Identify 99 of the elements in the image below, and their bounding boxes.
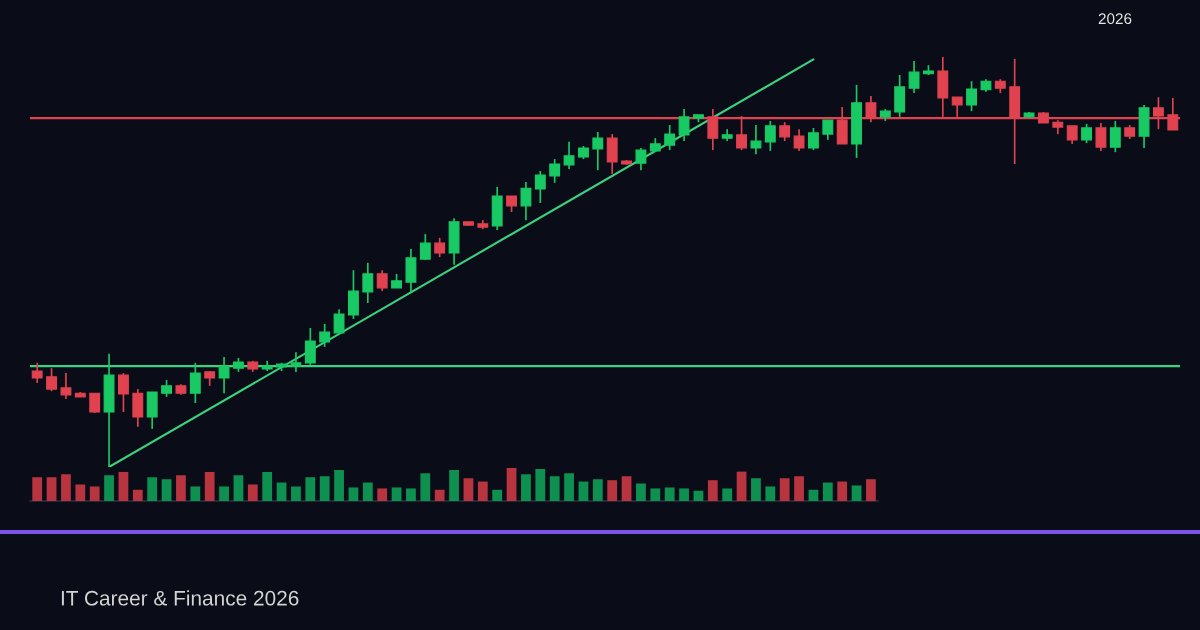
bar (305, 477, 316, 501)
bar (621, 476, 632, 501)
candlestick (290, 351, 302, 373)
candlestick (678, 108, 690, 142)
bar (319, 476, 330, 501)
candlestick (1095, 122, 1107, 152)
bar (161, 479, 172, 501)
bar (247, 484, 258, 501)
bar (751, 478, 761, 501)
bar (607, 480, 618, 501)
candlestick (606, 133, 618, 175)
candlestick (793, 128, 805, 152)
candlestick (549, 158, 561, 184)
bar (779, 478, 790, 501)
bar (420, 473, 431, 501)
bar (707, 480, 718, 501)
bar (636, 483, 646, 501)
bar (291, 486, 301, 501)
bar (722, 488, 733, 501)
bar (46, 477, 57, 501)
bar (132, 489, 143, 501)
bar (391, 487, 402, 501)
bar (233, 475, 244, 501)
text: 2026 (1098, 13, 1132, 25)
bar (808, 489, 819, 501)
bar (377, 488, 388, 501)
candlestick (117, 372, 129, 413)
bar (592, 479, 603, 501)
candlestick (319, 323, 331, 348)
bar (549, 476, 560, 501)
candlestick (520, 181, 532, 222)
bar (578, 481, 589, 501)
candlestick (563, 141, 575, 170)
bar (449, 469, 459, 501)
candlestick (764, 120, 776, 152)
bar (535, 468, 546, 501)
candlestick (1081, 122, 1093, 144)
bar (866, 479, 876, 501)
bar (176, 475, 186, 501)
candlestick (750, 124, 762, 156)
bar (276, 482, 287, 501)
bar (463, 478, 474, 501)
candlestick (89, 392, 101, 414)
bar (851, 485, 862, 501)
candlestick (304, 327, 316, 366)
candlestick (434, 236, 446, 258)
bar (794, 476, 804, 501)
candlestick (60, 372, 72, 400)
candlestick (218, 356, 230, 395)
candlestick (822, 119, 834, 141)
candlestick (46, 367, 58, 392)
bar (75, 484, 86, 501)
candlestick (592, 131, 604, 171)
candlestick (376, 269, 388, 292)
bar (693, 490, 704, 501)
bar (477, 481, 488, 501)
candlestick (333, 308, 345, 336)
candlestick (31, 362, 43, 384)
candlestick (132, 388, 144, 428)
bar (89, 486, 100, 501)
candlestick (362, 261, 374, 304)
bar (204, 471, 215, 501)
bar (334, 469, 344, 501)
candlestick (635, 147, 647, 171)
bar (650, 488, 661, 501)
bar (492, 489, 503, 501)
candlestick (534, 170, 546, 204)
bar (219, 486, 229, 501)
bar (104, 475, 114, 501)
candlestick (664, 124, 676, 151)
candlestick (1109, 120, 1121, 153)
candlestick (419, 233, 431, 261)
bar (348, 487, 359, 501)
bar (664, 487, 675, 501)
bar (679, 488, 689, 501)
bar (837, 481, 848, 501)
candlestick (966, 80, 978, 112)
bar (736, 471, 747, 501)
bar (147, 477, 158, 501)
bar (564, 473, 574, 501)
bar (822, 482, 833, 501)
bar (362, 482, 373, 501)
bar (406, 488, 416, 501)
text: IT Career & Finance 2026 (61, 590, 299, 606)
bar (765, 486, 776, 501)
bar (32, 477, 43, 501)
bar (190, 486, 201, 501)
candlestick (347, 269, 359, 320)
candlestick (779, 121, 791, 142)
candlestick (1066, 125, 1078, 145)
bar (118, 471, 129, 501)
bar (434, 489, 445, 501)
bar (262, 471, 273, 501)
candlestick (908, 60, 920, 94)
candlestick (189, 362, 201, 404)
candlestick (807, 127, 819, 151)
bar (61, 474, 71, 501)
bar (506, 468, 517, 501)
bar (521, 474, 531, 501)
